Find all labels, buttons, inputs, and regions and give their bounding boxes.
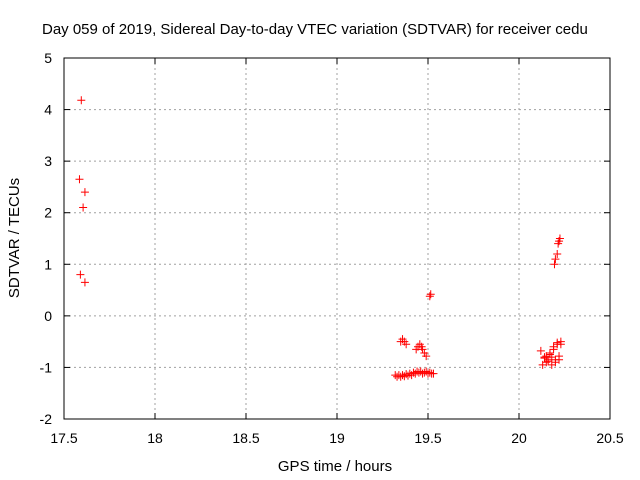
data-point bbox=[553, 249, 562, 258]
data-point bbox=[551, 355, 560, 364]
data-point bbox=[403, 371, 412, 380]
x-axis-ticks: 17.5 18 18.5 19 19.5 20 20.5 bbox=[50, 58, 624, 446]
data-point bbox=[549, 342, 558, 351]
y-tick-label: 3 bbox=[44, 153, 52, 169]
data-point bbox=[79, 203, 88, 212]
data-point bbox=[396, 372, 405, 381]
data-point bbox=[402, 370, 411, 379]
x-tick-label: 20.5 bbox=[596, 430, 623, 446]
data-point bbox=[425, 368, 434, 377]
data-point bbox=[544, 357, 553, 366]
y-axis-ticks: -2 -1 0 1 2 3 4 5 bbox=[40, 50, 610, 427]
y-tick-label: 5 bbox=[44, 50, 52, 66]
data-point bbox=[555, 352, 564, 361]
data-point bbox=[429, 369, 438, 378]
y-tick-label: -1 bbox=[40, 359, 53, 375]
data-point bbox=[545, 348, 554, 357]
data-point bbox=[555, 234, 564, 243]
grid-lines bbox=[64, 58, 610, 419]
x-tick-label: 19 bbox=[329, 430, 345, 446]
chart-title: Day 059 of 2019, Sidereal Day-to-day VTE… bbox=[42, 21, 588, 38]
x-tick-label: 17.5 bbox=[50, 430, 77, 446]
data-point bbox=[426, 290, 435, 299]
data-points bbox=[75, 96, 565, 381]
data-point bbox=[553, 338, 562, 347]
y-tick-label: -2 bbox=[40, 411, 53, 427]
y-tick-label: 4 bbox=[44, 102, 52, 118]
data-point bbox=[80, 188, 89, 197]
data-point bbox=[551, 255, 560, 264]
y-axis-label: SDTVAR / TECUs bbox=[6, 178, 23, 298]
data-point bbox=[77, 96, 86, 105]
data-point bbox=[411, 369, 420, 378]
x-tick-label: 18.5 bbox=[232, 430, 259, 446]
data-point bbox=[80, 278, 89, 287]
data-point bbox=[550, 260, 559, 269]
data-point bbox=[422, 367, 431, 376]
data-point bbox=[398, 371, 407, 380]
x-tick-label: 20 bbox=[511, 430, 527, 446]
y-tick-label: 1 bbox=[44, 256, 52, 272]
y-tick-label: 2 bbox=[44, 205, 52, 221]
y-tick-label: 0 bbox=[44, 308, 52, 324]
data-point bbox=[418, 345, 427, 354]
data-point bbox=[400, 372, 409, 381]
data-point bbox=[425, 292, 434, 301]
data-point bbox=[536, 346, 545, 355]
data-point bbox=[422, 352, 431, 361]
data-point bbox=[556, 340, 565, 349]
data-point bbox=[402, 340, 411, 349]
x-tick-label: 19.5 bbox=[414, 430, 441, 446]
x-tick-label: 18 bbox=[147, 430, 163, 446]
data-point bbox=[75, 175, 84, 184]
data-point bbox=[76, 270, 85, 279]
x-axis-label: GPS time / hours bbox=[278, 458, 392, 475]
